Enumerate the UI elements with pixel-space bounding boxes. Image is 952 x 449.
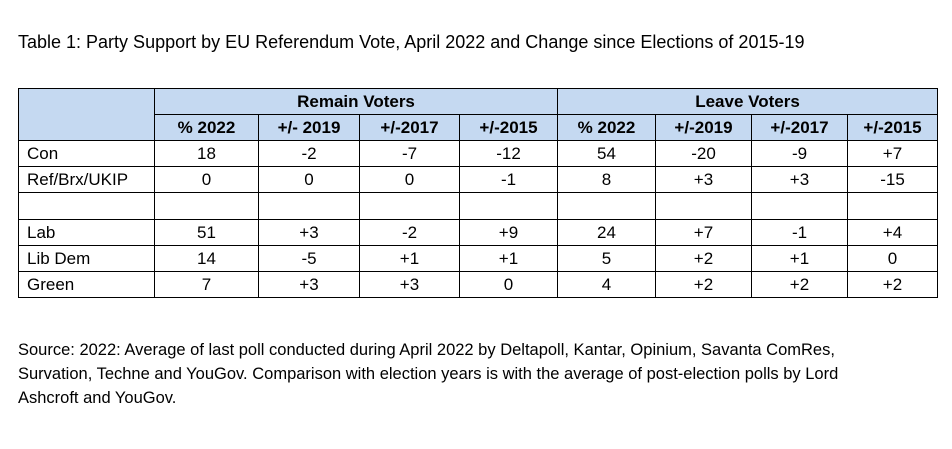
table-cell: +3 [655, 166, 752, 193]
empty-cell [847, 192, 938, 220]
column-header-row: % 2022 +/- 2019 +/-2017 +/-2015 % 2022 +… [19, 114, 938, 141]
table-cell: +3 [258, 219, 360, 246]
table-row: Ref/Brx/UKIP 0 0 0 -1 8 +3 +3 -15 [18, 166, 938, 193]
empty-cell [655, 192, 752, 220]
group-header-remain: Remain Voters [154, 88, 558, 115]
table-cell: -12 [459, 140, 558, 167]
column-header: +/-2015 [847, 114, 938, 141]
empty-cell [557, 192, 656, 220]
table-cell: -5 [258, 245, 360, 272]
party-name: Green [18, 271, 155, 298]
column-header: +/- 2019 [258, 114, 360, 141]
table-cell: 18 [154, 140, 259, 167]
party-name: Lib Dem [18, 245, 155, 272]
table-cell: 51 [154, 219, 259, 246]
empty-cell [154, 192, 259, 220]
table-cell: +4 [847, 219, 938, 246]
table-row: Con 18 -2 -7 -12 54 -20 -9 +7 [18, 140, 938, 167]
table-cell: 14 [154, 245, 259, 272]
table-cell: 7 [154, 271, 259, 298]
table-cell: 0 [154, 166, 259, 193]
group-header-row: Remain Voters Leave Voters [18, 88, 938, 141]
table-cell: +2 [655, 245, 752, 272]
table-cell: -9 [751, 140, 848, 167]
table-cell: 4 [557, 271, 656, 298]
source-note: Source: 2022: Average of last poll condu… [18, 341, 839, 407]
table-cell: -2 [359, 219, 460, 246]
empty-cell [258, 192, 360, 220]
table-cell: 0 [847, 245, 938, 272]
party-name: Con [18, 140, 155, 167]
group-header-leave: Leave Voters [557, 88, 938, 115]
party-name: Lab [18, 219, 155, 246]
table-cell: -7 [359, 140, 460, 167]
table-cell: +2 [655, 271, 752, 298]
table-title: Table 1: Party Support by EU Referendum … [18, 32, 805, 52]
table-cell: 0 [359, 166, 460, 193]
table-cell: 0 [258, 166, 360, 193]
table-cell: -15 [847, 166, 938, 193]
empty-cell [459, 192, 558, 220]
spacer-row [18, 192, 938, 220]
column-header: +/-2017 [359, 114, 460, 141]
table-cell: -20 [655, 140, 752, 167]
table-cell: +9 [459, 219, 558, 246]
party-support-table: Remain Voters Leave Voters % 2022 +/- 20… [18, 88, 938, 298]
table-cell: -2 [258, 140, 360, 167]
column-header: +/-2017 [751, 114, 848, 141]
table-cell: -1 [751, 219, 848, 246]
column-header: +/-2015 [459, 114, 558, 141]
empty-cell [751, 192, 848, 220]
column-header: +/-2019 [655, 114, 752, 141]
table-row: Lab 51 +3 -2 +9 24 +7 -1 +4 [18, 219, 938, 246]
column-header: % 2022 [557, 114, 656, 141]
empty-cell [18, 192, 155, 220]
table-cell: +7 [655, 219, 752, 246]
table-cell: +2 [751, 271, 848, 298]
table-cell: 8 [557, 166, 656, 193]
table-cell: +1 [359, 245, 460, 272]
table-cell: +3 [751, 166, 848, 193]
table-cell: +2 [847, 271, 938, 298]
column-header: % 2022 [154, 114, 259, 141]
table-cell: +1 [751, 245, 848, 272]
empty-cell [359, 192, 460, 220]
party-name: Ref/Brx/UKIP [18, 166, 155, 193]
table-row: Lib Dem 14 -5 +1 +1 5 +2 +1 0 [18, 245, 938, 272]
table-cell: +1 [459, 245, 558, 272]
table-cell: +7 [847, 140, 938, 167]
table-cell: 0 [459, 271, 558, 298]
table-cell: -1 [459, 166, 558, 193]
party-header-cell [18, 88, 155, 141]
table-row: Green 7 +3 +3 0 4 +2 +2 +2 [18, 271, 938, 298]
table-cell: 54 [557, 140, 656, 167]
table-cell: 5 [557, 245, 656, 272]
table-cell: 24 [557, 219, 656, 246]
table-cell: +3 [359, 271, 460, 298]
table-cell: +3 [258, 271, 360, 298]
